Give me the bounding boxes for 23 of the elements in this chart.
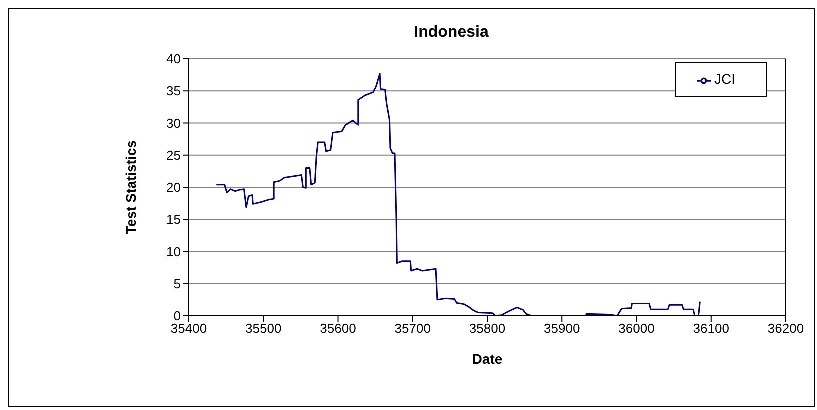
x-tick-label: 35800 xyxy=(469,321,506,336)
line-series xyxy=(216,73,701,316)
x-tick-label: 35500 xyxy=(246,321,282,336)
x-tick-label: 35400 xyxy=(170,321,208,336)
x-axis-title: Date xyxy=(472,351,503,367)
x-tick-label: 36100 xyxy=(693,321,730,336)
x-tick-label: 36200 xyxy=(768,321,804,336)
y-tick-label: 30 xyxy=(166,116,181,131)
y-tick-label: 35 xyxy=(166,84,181,99)
legend-label: JCI xyxy=(714,71,736,88)
x-tick-label: 36000 xyxy=(618,321,655,336)
chart-title: Indonesia xyxy=(413,23,490,43)
y-tick-label: 10 xyxy=(166,244,181,260)
y-tick-label: 0 xyxy=(174,308,181,324)
y-tick-label: 15 xyxy=(166,212,181,228)
y-tick-label: 25 xyxy=(166,148,181,163)
y-tick-label: 40 xyxy=(166,52,181,67)
x-tick-label: 35600 xyxy=(320,321,356,336)
y-tick-label: 20 xyxy=(166,180,181,196)
x-tick-label: 35900 xyxy=(544,321,580,336)
x-tick-label: 35700 xyxy=(394,321,431,336)
y-tick-label: 5 xyxy=(174,276,181,292)
y-axis-title: Test Statistics xyxy=(122,140,139,234)
